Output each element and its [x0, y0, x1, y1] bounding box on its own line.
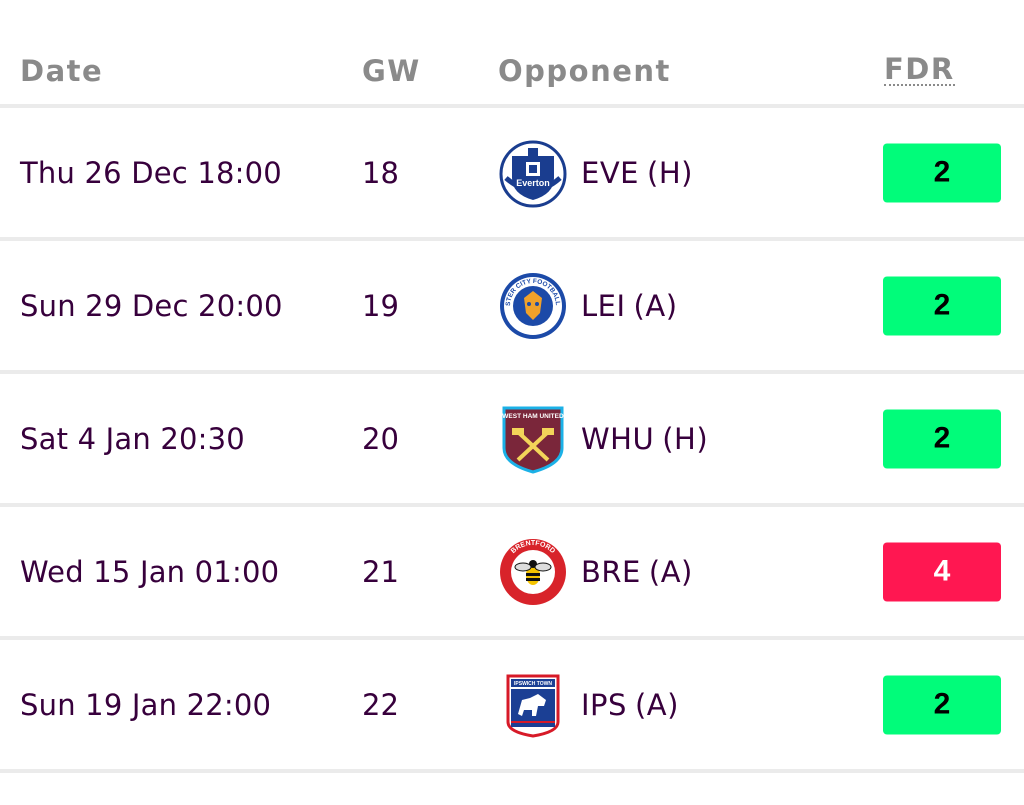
header-opponent: Opponent: [498, 54, 671, 88]
brentford-crest-icon: BRENTFORD: [498, 537, 568, 607]
fdr-badge: 2: [883, 409, 1001, 468]
opponent-label: LEI (A): [581, 289, 678, 323]
opponent-venue: (H): [647, 155, 693, 190]
opponent-team: EVE: [581, 155, 639, 190]
opponent-label: IPS (A): [581, 688, 679, 722]
opponent-team: WHU: [581, 421, 655, 456]
fdr-badge: 4: [883, 542, 1001, 601]
opponent-label: WHU (H): [581, 422, 708, 456]
opponent-team: IPS: [581, 687, 627, 722]
opponent-team: BRE: [581, 554, 641, 589]
table-row: Sun 19 Jan 22:00 22 IPSWICH TOWN IPS (A) …: [0, 640, 1024, 773]
ipswich-town-crest-icon: IPSWICH TOWN: [498, 670, 568, 740]
fixture-gameweek: 18: [362, 155, 399, 190]
table-row: Sat 4 Jan 20:30 20 WEST HAM UNITED WHU (H…: [0, 374, 1024, 507]
table-header: Date GW Opponent FDR: [0, 0, 1024, 108]
svg-text:WEST HAM UNITED: WEST HAM UNITED: [502, 413, 564, 420]
opponent-venue: (H): [662, 421, 709, 456]
table-row: Wed 15 Jan 01:00 21 BRENTFORD BRE (A) 4: [0, 507, 1024, 640]
fixture-date: Sun 29 Dec 20:00: [20, 288, 283, 323]
svg-text:IPSWICH TOWN: IPSWICH TOWN: [514, 681, 552, 687]
fixture-gameweek: 19: [362, 288, 399, 323]
svg-text:Everton: Everton: [516, 178, 550, 188]
fixture-gameweek: 20: [362, 421, 399, 456]
fixture-gameweek: 21: [362, 554, 399, 589]
header-fdr[interactable]: FDR: [884, 52, 955, 86]
fdr-badge: 2: [883, 675, 1001, 734]
fdr-badge: 2: [883, 276, 1001, 335]
fixture-date: Sat 4 Jan 20:30: [20, 421, 245, 456]
fixture-date: Thu 26 Dec 18:00: [20, 155, 282, 190]
header-gameweek: GW: [362, 54, 421, 88]
fixture-gameweek: 22: [362, 687, 399, 722]
west-ham-crest-icon: WEST HAM UNITED: [498, 404, 568, 474]
everton-crest-icon: Everton: [498, 138, 568, 208]
fixture-date: Wed 15 Jan 01:00: [20, 554, 280, 589]
header-date: Date: [20, 54, 104, 88]
fixture-date: Sun 19 Jan 22:00: [20, 687, 272, 722]
fdr-badge: 2: [883, 143, 1001, 202]
opponent-venue: (A): [634, 687, 679, 722]
opponent-venue: (A): [633, 288, 678, 323]
opponent-label: BRE (A): [581, 555, 693, 589]
leicester-city-crest-icon: LEICESTER CITY FOOTBALL CLUB: [498, 271, 568, 341]
opponent-venue: (A): [648, 554, 693, 589]
opponent-team: LEI: [581, 288, 626, 323]
table-row: Sun 29 Dec 20:00 19 LEICESTER CITY FOOTB…: [0, 241, 1024, 374]
opponent-label: EVE (H): [581, 156, 693, 190]
table-row: Thu 26 Dec 18:00 18 Everton EVE (H) 2: [0, 108, 1024, 241]
